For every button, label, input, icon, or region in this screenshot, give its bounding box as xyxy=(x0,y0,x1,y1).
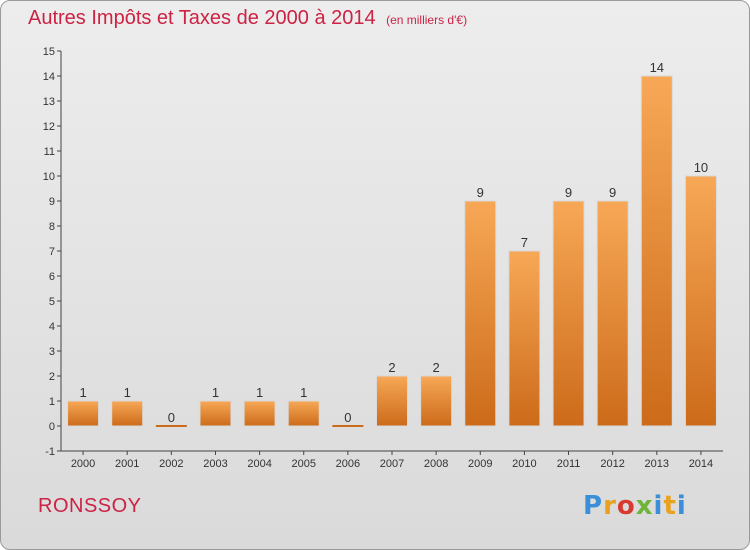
data-label: 1 xyxy=(300,385,307,400)
logo-letter: r xyxy=(603,491,617,521)
logo-letter: i xyxy=(653,491,664,521)
x-tick-label: 2010 xyxy=(512,458,536,470)
bar xyxy=(376,375,408,427)
bar xyxy=(67,400,100,427)
bar xyxy=(596,200,629,427)
y-tick-label: 2 xyxy=(49,371,55,383)
x-tick-label: 2009 xyxy=(468,458,492,470)
bar xyxy=(243,400,276,427)
data-label: 1 xyxy=(212,385,219,400)
data-label: 9 xyxy=(477,185,484,200)
y-tick-label: 13 xyxy=(43,96,55,108)
y-tick-label: 7 xyxy=(49,246,55,258)
data-label: 2 xyxy=(388,360,395,375)
y-tick-label: 4 xyxy=(49,321,55,333)
bar xyxy=(199,400,232,427)
proxiti-logo: Proxiti xyxy=(583,491,687,521)
x-tick-label: 2000 xyxy=(71,458,95,470)
x-tick-label: 2002 xyxy=(159,458,183,470)
bar xyxy=(684,175,717,427)
title-line: Autres Impôts et Taxes de 2000 à 2014 (e… xyxy=(28,7,467,30)
x-tick-label: 2014 xyxy=(689,458,713,470)
data-label: 2 xyxy=(433,360,440,375)
place-name: RONSSOY xyxy=(38,495,142,517)
bar xyxy=(420,375,453,427)
data-label: 1 xyxy=(79,385,86,400)
x-tick-label: 2007 xyxy=(380,458,404,470)
x-tick-label: 2008 xyxy=(424,458,448,470)
y-tick-label: 11 xyxy=(44,146,55,158)
data-label: 10 xyxy=(694,160,708,175)
chart-subtitle: (en milliers d'€) xyxy=(386,13,468,27)
data-label: 9 xyxy=(609,185,616,200)
logo-letter: t xyxy=(663,491,677,521)
logo-letter: o xyxy=(616,491,636,521)
bar xyxy=(464,200,497,427)
bar xyxy=(287,400,320,427)
x-tick-label: 2003 xyxy=(203,458,227,470)
y-tick-label: 5 xyxy=(49,296,55,308)
x-axis-ticks: 2000 2001 2002 2003 2004 2005 2006 2007 2008 2009… xyxy=(71,451,713,470)
y-tick-label: 6 xyxy=(49,271,55,283)
y-tick-label: 8 xyxy=(49,221,55,233)
y-tick-label: 0 xyxy=(49,421,55,433)
bar xyxy=(640,75,673,427)
bar xyxy=(111,400,144,427)
x-tick-label: 2012 xyxy=(600,458,624,470)
logo-letter: i xyxy=(676,491,687,521)
y-tick-label: 14 xyxy=(43,71,55,83)
x-tick-label: 2006 xyxy=(336,458,360,470)
data-label: 9 xyxy=(565,185,572,200)
data-label: 1 xyxy=(124,385,131,400)
data-label: 1 xyxy=(256,385,263,400)
bar xyxy=(508,250,541,427)
y-tick-label: 1 xyxy=(49,396,55,408)
data-label: 7 xyxy=(521,235,528,250)
data-label: 0 xyxy=(344,410,351,425)
logo-letter: x xyxy=(635,491,654,521)
bar xyxy=(155,425,187,427)
y-tick-label: 10 xyxy=(43,171,55,183)
logo-letter: P xyxy=(583,491,604,521)
x-tick-label: 2005 xyxy=(291,458,315,470)
bar xyxy=(332,425,364,427)
y-tick-label: 15 xyxy=(43,46,55,58)
y-tick-label: 9 xyxy=(49,196,55,208)
bar xyxy=(552,200,585,427)
chart-title: Autres Impôts et Taxes de 2000 à 2014 xyxy=(28,7,376,29)
y-tick-label: 3 xyxy=(49,346,55,358)
bars xyxy=(67,75,717,427)
data-label: 14 xyxy=(650,60,664,75)
x-tick-label: 2011 xyxy=(557,458,581,470)
x-tick-label: 2013 xyxy=(645,458,669,470)
x-tick-label: 2001 xyxy=(115,458,139,470)
x-tick-label: 2004 xyxy=(247,458,271,470)
y-tick-label: -1 xyxy=(45,446,55,458)
y-tick-label: 12 xyxy=(43,121,55,133)
data-label: 0 xyxy=(168,410,175,425)
